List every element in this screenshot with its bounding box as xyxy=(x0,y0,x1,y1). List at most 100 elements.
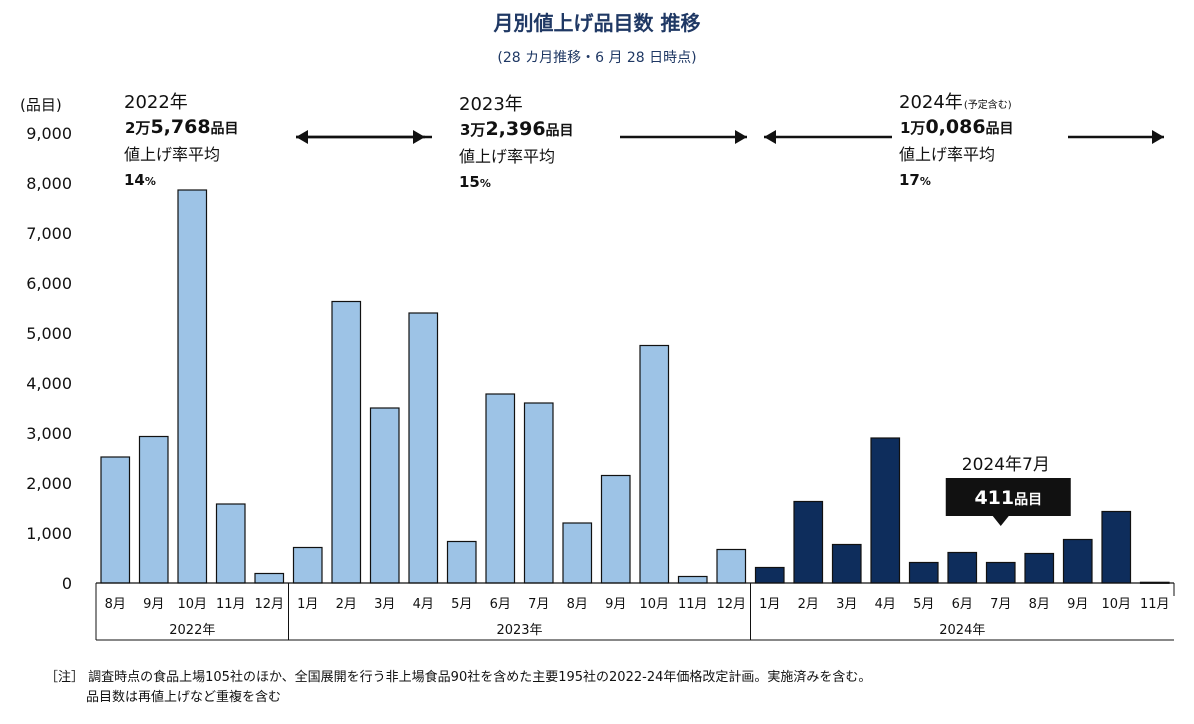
footnote-line-1: ［注］ 調査時点の食品上場105社のほか、全国展開を行う非上場食品90社を含めた… xyxy=(45,669,871,685)
bar xyxy=(754,566,785,584)
x-tick-label: 3月 xyxy=(374,597,395,612)
chart-title: 月別値上げ品目数 推移 xyxy=(493,11,701,35)
x-tick-label: 1月 xyxy=(759,597,780,612)
bars xyxy=(100,189,1170,584)
annotation-total-prefix: 3万 xyxy=(460,121,485,139)
y-tick-label: 1,000 xyxy=(26,524,72,543)
annotation-total: 1万0,086品目 xyxy=(900,116,1014,138)
bar xyxy=(908,561,939,584)
annotation-year: 2022年 xyxy=(124,92,188,113)
bar xyxy=(716,548,747,584)
x-tick-label: 8月 xyxy=(1029,597,1050,612)
y-axis-ticks: 0 1,000 2,000 3,000 4,000 5,000 6,000 7,000 8,00… xyxy=(26,124,72,593)
annotation-total: 2万5,768品目 xyxy=(125,116,239,138)
footnote-line-2: 品目数は再値上げなど重複を含む xyxy=(86,689,281,705)
x-tick-label: 6月 xyxy=(490,597,511,612)
bar xyxy=(408,312,439,584)
year-group-label: 2023年 xyxy=(496,623,542,638)
annotation-total-unit: 品目 xyxy=(986,121,1014,137)
year-group-label: 2024年 xyxy=(939,623,985,638)
annotation-total-number: 0,086 xyxy=(925,116,985,138)
y-tick-label: 7,000 xyxy=(26,224,72,243)
x-tick-label: 8月 xyxy=(105,597,126,612)
y-tick-label: 5,000 xyxy=(26,324,72,343)
annotation-rate-label: 値上げ率平均 xyxy=(459,147,555,166)
x-tick-label: 12月 xyxy=(255,597,285,612)
x-tick-label: 8月 xyxy=(567,597,588,612)
callout-label: 2024年7月 xyxy=(962,455,1050,475)
x-tick-label: 7月 xyxy=(990,597,1011,612)
bar xyxy=(600,474,631,584)
x-tick-label: 10月 xyxy=(1102,597,1132,612)
y-tick-label: 9,000 xyxy=(26,124,72,143)
x-tick-label: 9月 xyxy=(143,597,164,612)
arrow-head xyxy=(764,130,776,144)
bar xyxy=(1062,538,1093,584)
annotation-rate-number: 17 xyxy=(899,171,920,189)
x-tick-label: 10月 xyxy=(178,597,208,612)
y-tick-label: 4,000 xyxy=(26,374,72,393)
arrow-head xyxy=(1152,130,1164,144)
annotation-rate-number: 14 xyxy=(124,171,145,189)
bar xyxy=(562,522,593,584)
x-tick-label: 9月 xyxy=(605,597,626,612)
bar xyxy=(947,551,978,584)
x-tick-label: 11月 xyxy=(678,597,708,612)
annotation-year-note: (予定含む) xyxy=(964,98,1012,111)
y-tick-label: 6,000 xyxy=(26,274,72,293)
x-tick-label: 3月 xyxy=(836,597,857,612)
annotation-rate: 15% xyxy=(459,173,491,191)
x-tick-label: 1月 xyxy=(297,597,318,612)
year-annotations: 2022年2万5,768品目値上げ率平均14%2023年3万2,396品目値上げ… xyxy=(124,92,1164,191)
arrow-head xyxy=(735,130,747,144)
bar xyxy=(292,546,323,584)
x-tick-label: 11月 xyxy=(1140,597,1170,612)
annotation-rate-unit: % xyxy=(145,175,156,188)
annotation-rate-label: 値上げ率平均 xyxy=(899,145,995,164)
annotation-rate: 17% xyxy=(899,171,931,189)
x-tick-label: 11月 xyxy=(216,597,246,612)
annotation-rate-number: 15 xyxy=(459,173,480,191)
x-tick-label: 5月 xyxy=(451,597,472,612)
x-tick-label: 2月 xyxy=(798,597,819,612)
y-tick-label: 3,000 xyxy=(26,424,72,443)
annotation-total-unit: 品目 xyxy=(211,121,239,137)
annotation-year: 2023年 xyxy=(459,94,523,115)
x-tick-label: 4月 xyxy=(875,597,896,612)
x-tick-label: 6月 xyxy=(952,597,973,612)
annotation-total-prefix: 1万 xyxy=(900,119,925,137)
x-axis: 8月 9月 10月 11月 12月 1月 2月 3月 4月 5月 6月 7月 8月 9月 10月 11月 12月… xyxy=(95,582,1175,641)
x-tick-label: 7月 xyxy=(528,597,549,612)
arrow-head xyxy=(296,130,308,144)
x-tick-label: 4月 xyxy=(413,597,434,612)
bar xyxy=(1024,552,1055,584)
annotation-total-unit: 品目 xyxy=(546,123,574,139)
y-axis-label: (品目) xyxy=(20,96,62,114)
bar xyxy=(369,407,400,584)
callout-value: 411品目 xyxy=(974,487,1042,509)
callout-box xyxy=(945,478,1071,526)
callout: 2024年7月 411品目 xyxy=(945,455,1071,526)
callout-value-number: 411 xyxy=(974,487,1014,509)
x-tick-label: 5月 xyxy=(913,597,934,612)
annotation-rate-unit: % xyxy=(920,175,931,188)
y-tick-label: 0 xyxy=(62,574,72,593)
bar xyxy=(985,561,1016,584)
x-tick-label: 10月 xyxy=(640,597,670,612)
bar xyxy=(639,344,670,584)
annotation-total-number: 2,396 xyxy=(485,118,545,140)
chart-subtitle: (28 カ月推移・6 月 28 日時点) xyxy=(497,50,696,66)
bar xyxy=(100,456,131,584)
bar xyxy=(677,575,708,584)
annotation-rate-unit: % xyxy=(480,177,491,190)
bar xyxy=(793,500,824,584)
bar xyxy=(177,189,208,584)
annotation-rate: 14% xyxy=(124,171,156,189)
bar xyxy=(138,435,169,584)
bar xyxy=(331,300,362,584)
annotation-total-prefix: 2万 xyxy=(125,119,150,137)
